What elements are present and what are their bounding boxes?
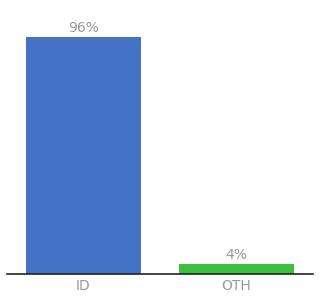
Text: 4%: 4% bbox=[226, 248, 247, 262]
Bar bbox=[26, 37, 141, 274]
Bar bbox=[179, 264, 294, 274]
Text: 96%: 96% bbox=[68, 21, 99, 35]
